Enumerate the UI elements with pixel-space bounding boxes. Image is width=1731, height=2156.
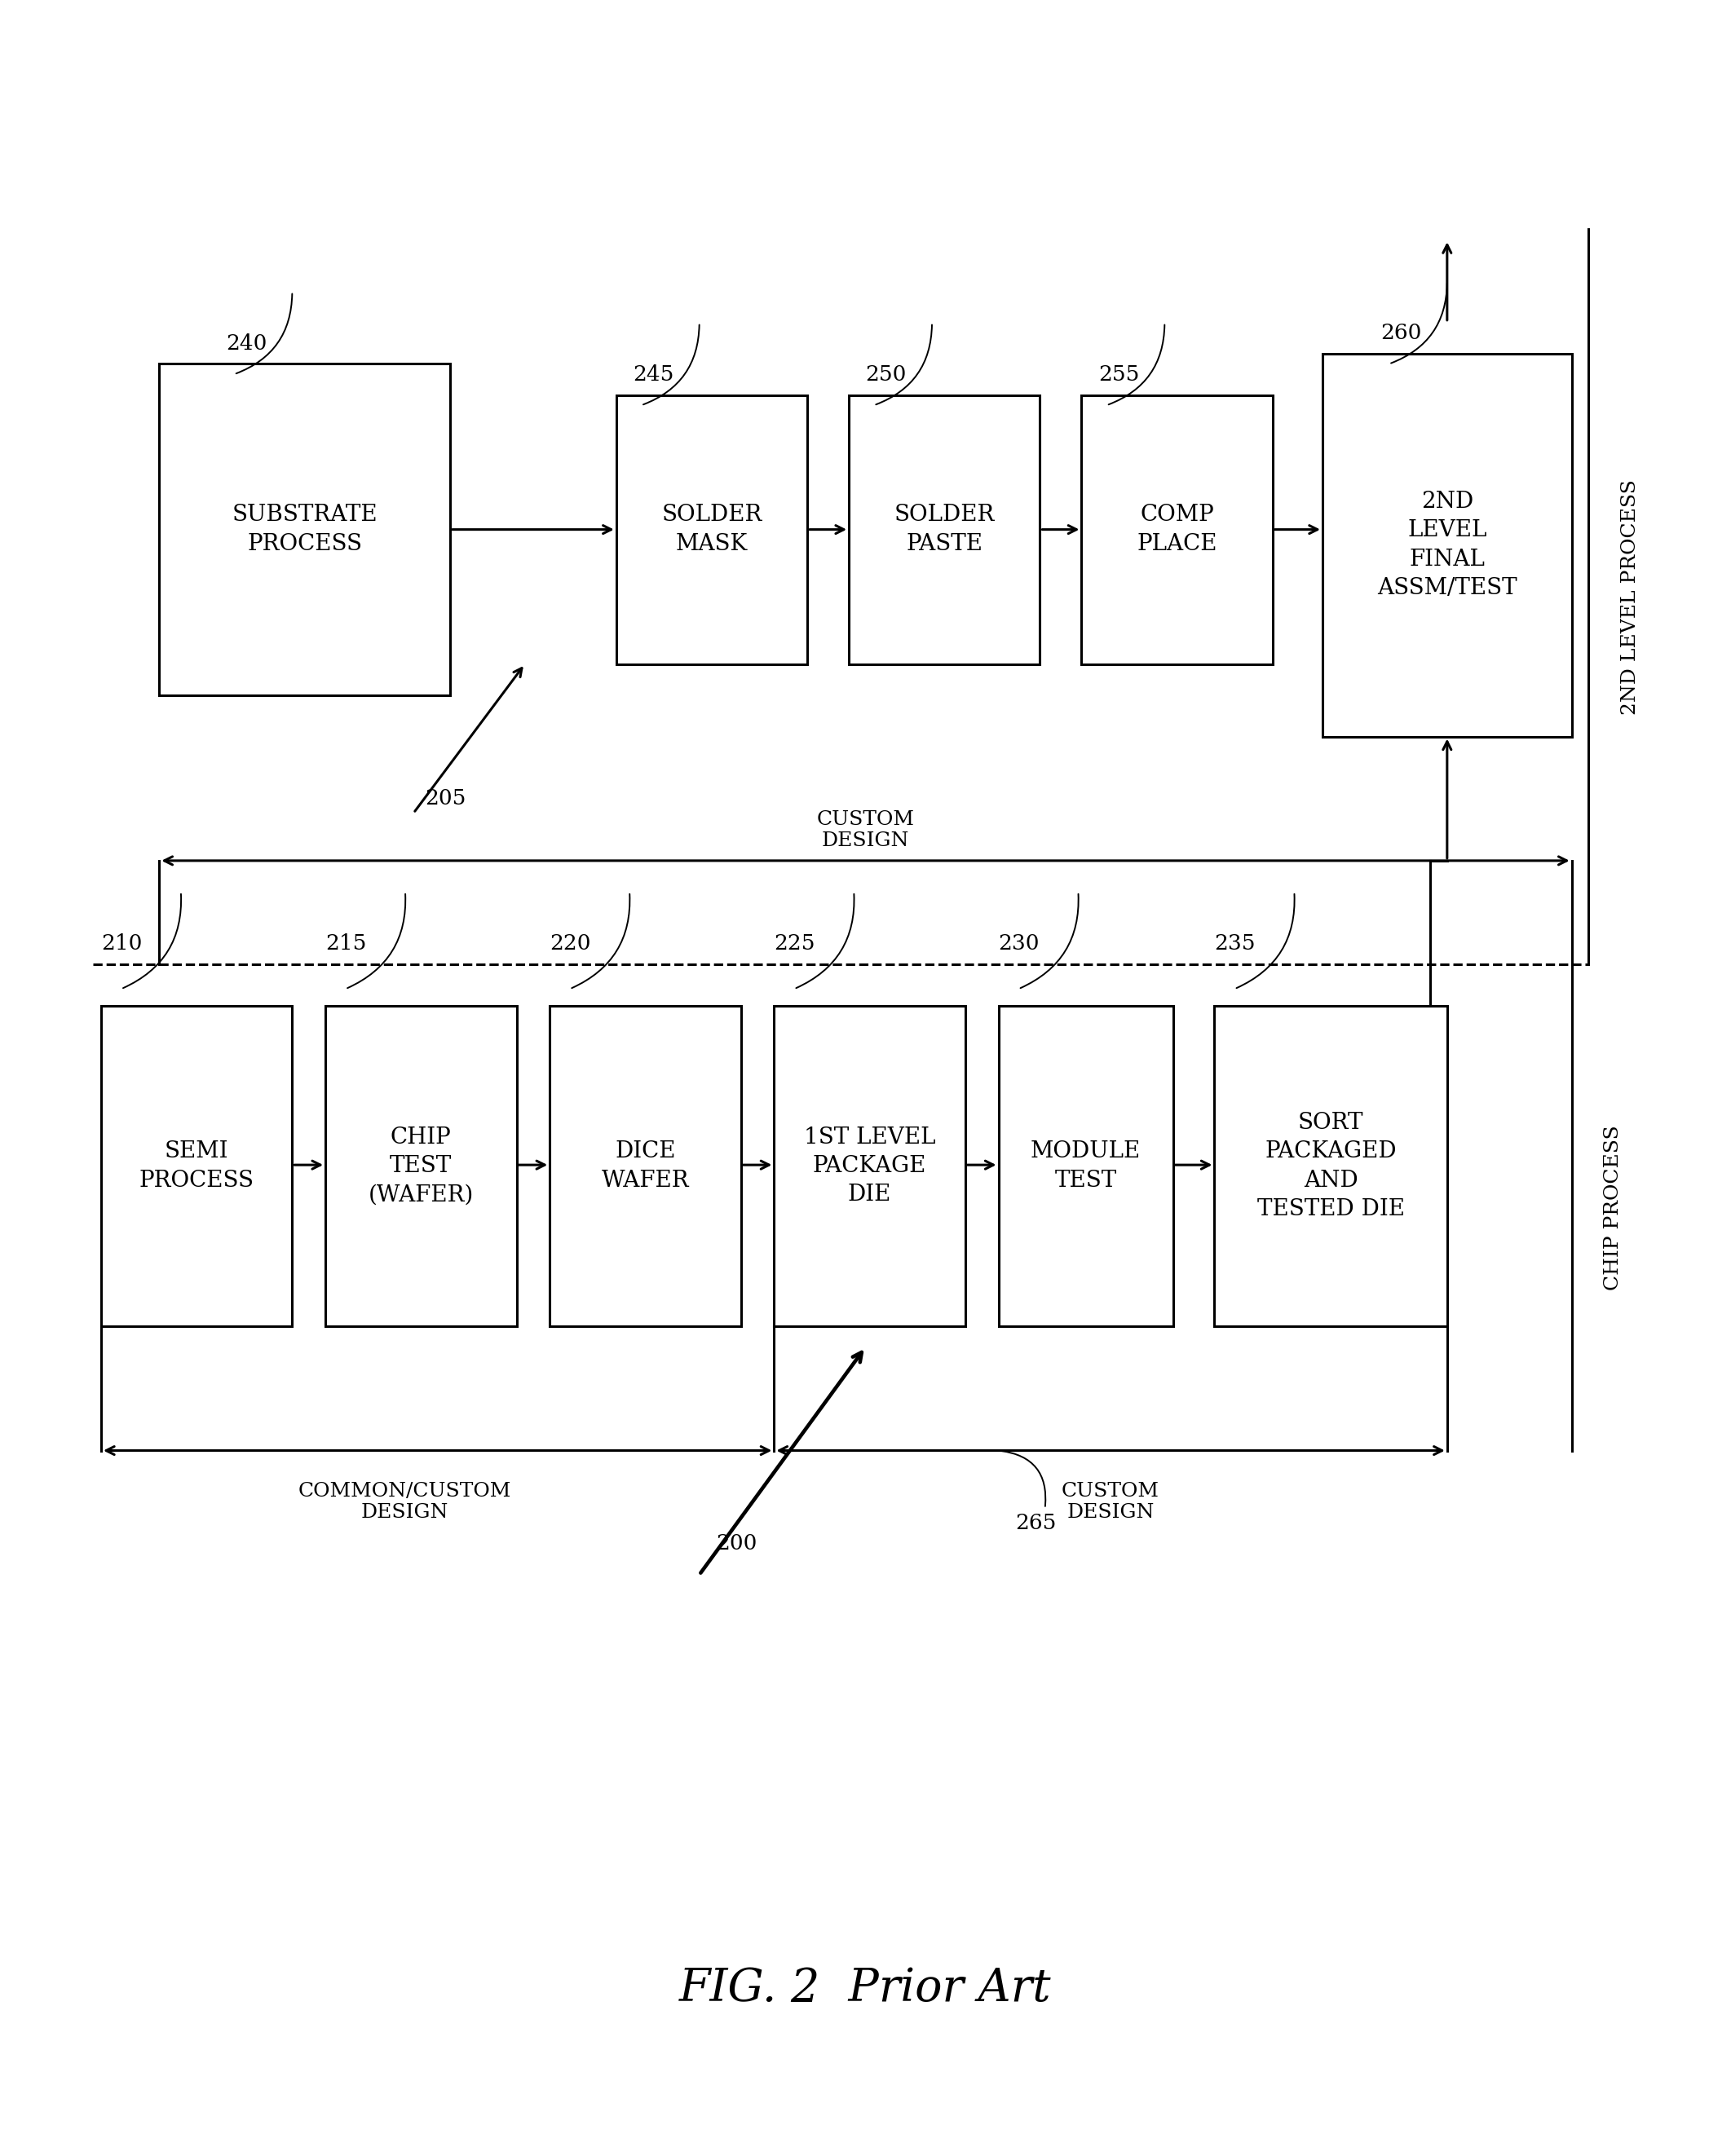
- Text: 220: 220: [550, 934, 590, 953]
- Bar: [100, 1005, 293, 1326]
- Text: 265: 265: [1014, 1514, 1056, 1533]
- Text: CUSTOM
DESIGN: CUSTOM DESIGN: [817, 811, 914, 849]
- Bar: [774, 1005, 966, 1326]
- Text: 255: 255: [1097, 364, 1139, 384]
- Bar: [550, 1005, 741, 1326]
- Text: 245: 245: [634, 364, 673, 384]
- Text: 215: 215: [325, 934, 367, 953]
- Bar: [616, 395, 807, 664]
- Text: SUBSTRATE
PROCESS: SUBSTRATE PROCESS: [232, 505, 377, 554]
- Text: FIG. 2  Prior Art: FIG. 2 Prior Art: [679, 1966, 1052, 2012]
- Text: COMP
PLACE: COMP PLACE: [1137, 505, 1217, 554]
- Text: 2ND
LEVEL
FINAL
ASSM/TEST: 2ND LEVEL FINAL ASSM/TEST: [1378, 492, 1516, 599]
- Text: COMMON/CUSTOM
DESIGN: COMMON/CUSTOM DESIGN: [298, 1481, 511, 1522]
- Text: CHIP PROCESS: CHIP PROCESS: [1605, 1125, 1622, 1289]
- Bar: [999, 1005, 1174, 1326]
- Text: CHIP
TEST
(WAFER): CHIP TEST (WAFER): [369, 1125, 474, 1205]
- Bar: [1082, 395, 1272, 664]
- Text: 2ND LEVEL PROCESS: 2ND LEVEL PROCESS: [1620, 479, 1639, 714]
- Text: 230: 230: [999, 934, 1040, 953]
- Bar: [325, 1005, 516, 1326]
- Text: 1ST LEVEL
PACKAGE
DIE: 1ST LEVEL PACKAGE DIE: [803, 1125, 935, 1205]
- Text: MODULE
TEST: MODULE TEST: [1030, 1141, 1141, 1192]
- Bar: [159, 364, 450, 694]
- Text: SOLDER
PASTE: SOLDER PASTE: [895, 505, 995, 554]
- Bar: [1322, 354, 1572, 737]
- Text: 200: 200: [717, 1533, 756, 1554]
- Text: 240: 240: [225, 334, 267, 354]
- Text: 225: 225: [774, 934, 815, 953]
- Text: 250: 250: [866, 364, 907, 384]
- Text: 210: 210: [100, 934, 142, 953]
- Text: 260: 260: [1381, 323, 1421, 343]
- Bar: [1215, 1005, 1447, 1326]
- Text: DICE
WAFER: DICE WAFER: [601, 1141, 689, 1192]
- Text: SEMI
PROCESS: SEMI PROCESS: [138, 1141, 254, 1192]
- Bar: [848, 395, 1040, 664]
- Text: SORT
PACKAGED
AND
TESTED DIE: SORT PACKAGED AND TESTED DIE: [1257, 1112, 1404, 1220]
- Text: 235: 235: [1215, 934, 1255, 953]
- Text: SOLDER
MASK: SOLDER MASK: [661, 505, 762, 554]
- Text: 205: 205: [426, 789, 466, 808]
- Text: CUSTOM
DESIGN: CUSTOM DESIGN: [1061, 1481, 1160, 1522]
